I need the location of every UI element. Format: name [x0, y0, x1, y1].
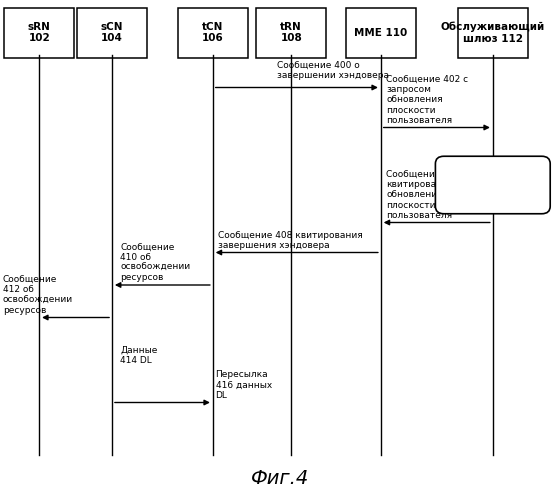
Text: Сообщение 406
квитирования
обновления
плоскости
пользователя: Сообщение 406 квитирования обновления пл…	[386, 170, 461, 220]
Text: Сообщение
412 об
освобождении
ресурсов: Сообщение 412 об освобождении ресурсов	[3, 275, 73, 315]
Text: Данные
414 DL: Данные 414 DL	[120, 346, 158, 365]
Text: sRN
102: sRN 102	[28, 22, 50, 44]
FancyBboxPatch shape	[346, 8, 416, 58]
Text: sCN
104: sCN 104	[101, 22, 123, 44]
Text: Переключение
маршрута 404 DL: Переключение маршрута 404 DL	[448, 174, 538, 196]
Text: Пересылка
416 данных
DL: Пересылка 416 данных DL	[216, 370, 272, 400]
FancyBboxPatch shape	[436, 156, 550, 214]
FancyBboxPatch shape	[77, 8, 147, 58]
FancyBboxPatch shape	[4, 8, 74, 58]
Text: Сообщение 400 о
завершении хэндовера: Сообщение 400 о завершении хэндовера	[277, 60, 389, 80]
FancyBboxPatch shape	[458, 8, 528, 58]
Text: Сообщение
410 об
освобождении
ресурсов: Сообщение 410 об освобождении ресурсов	[120, 242, 190, 282]
Text: Сообщение 402 с
запросом
обновления
плоскости
пользователя: Сообщение 402 с запросом обновления плос…	[386, 74, 469, 125]
Text: Фиг.4: Фиг.4	[251, 468, 309, 487]
Text: MME 110: MME 110	[354, 28, 408, 38]
Text: tCN
106: tCN 106	[202, 22, 223, 44]
FancyBboxPatch shape	[178, 8, 248, 58]
Text: tRN
108: tRN 108	[281, 22, 302, 44]
FancyBboxPatch shape	[256, 8, 326, 58]
Text: Сообщение 408 квитирования
завершения хэндовера: Сообщение 408 квитирования завершения хэ…	[218, 230, 363, 250]
Text: Обслуживающий
шлюз 112: Обслуживающий шлюз 112	[441, 22, 545, 44]
